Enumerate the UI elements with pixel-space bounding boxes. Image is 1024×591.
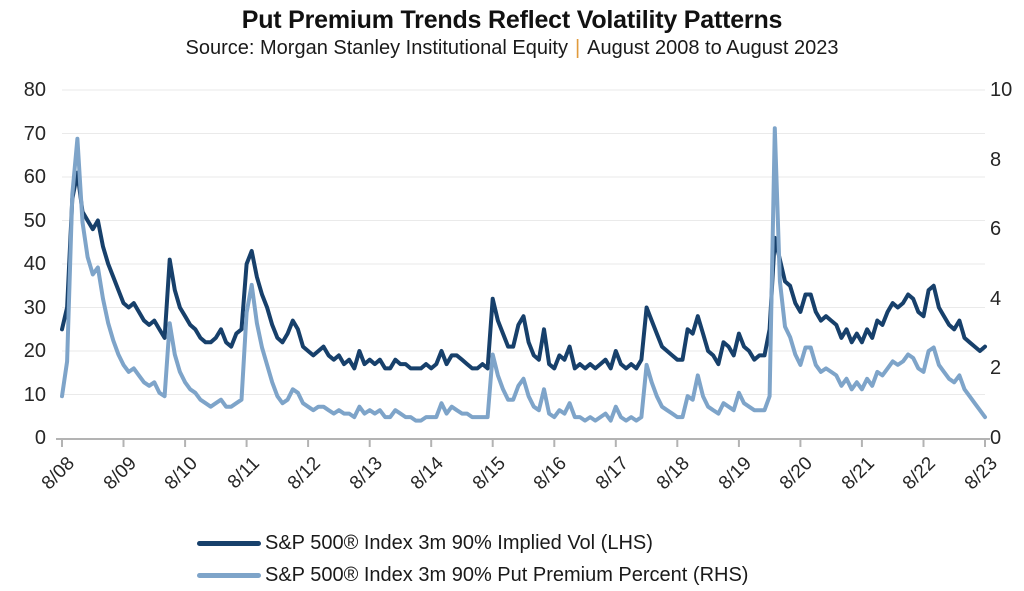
y-left-tick-label: 60 bbox=[23, 166, 46, 188]
legend: S&P 500® Index 3m 90% Implied Vol (LHS) … bbox=[197, 527, 748, 591]
legend-item-put-premium: S&P 500® Index 3m 90% Put Premium Percen… bbox=[197, 559, 748, 591]
y-left-tick-label: 10 bbox=[23, 383, 46, 406]
y-right-tick-label: 6 bbox=[990, 218, 1002, 241]
chart-subtitle: Source: Morgan Stanley Institutional Equ… bbox=[0, 37, 1024, 60]
y-right-tick-label: 10 bbox=[990, 79, 1013, 101]
legend-item-implied-vol: S&P 500® Index 3m 90% Implied Vol (LHS) bbox=[197, 527, 748, 559]
implied-vol-swatch bbox=[197, 540, 261, 546]
date-range-text: August 2008 to August 2023 bbox=[587, 37, 839, 59]
y-right-tick-label: 2 bbox=[990, 357, 1002, 380]
y-left-tick-label: 20 bbox=[23, 340, 46, 362]
put-premium-swatch bbox=[197, 572, 261, 578]
y-left-tick-label: 40 bbox=[23, 253, 46, 275]
y-left-tick-label: 0 bbox=[34, 427, 46, 449]
implied-vol-label: S&P 500® Index 3m 90% Implied Vol (LHS) bbox=[265, 531, 653, 554]
chart-title: Put Premium Trends Reflect Volatility Pa… bbox=[241, 6, 783, 34]
put-premium-label: S&P 500® Index 3m 90% Put Premium Percen… bbox=[265, 563, 749, 586]
y-left-tick-label: 70 bbox=[23, 122, 46, 145]
y-left-tick-label: 80 bbox=[23, 79, 46, 101]
implied-vol-line bbox=[60, 170, 987, 371]
y-left-tick-label: 30 bbox=[23, 296, 46, 319]
y-right-tick-label: 0 bbox=[990, 427, 1002, 449]
put-premium-line bbox=[60, 126, 987, 423]
y-left-tick-label: 50 bbox=[23, 209, 46, 232]
y-right-tick-label: 4 bbox=[990, 287, 1002, 310]
subtitle-separator: | bbox=[574, 37, 581, 59]
source-text: Source: Morgan Stanley Institutional Equ… bbox=[185, 37, 568, 59]
y-right-tick-label: 8 bbox=[990, 148, 1002, 171]
